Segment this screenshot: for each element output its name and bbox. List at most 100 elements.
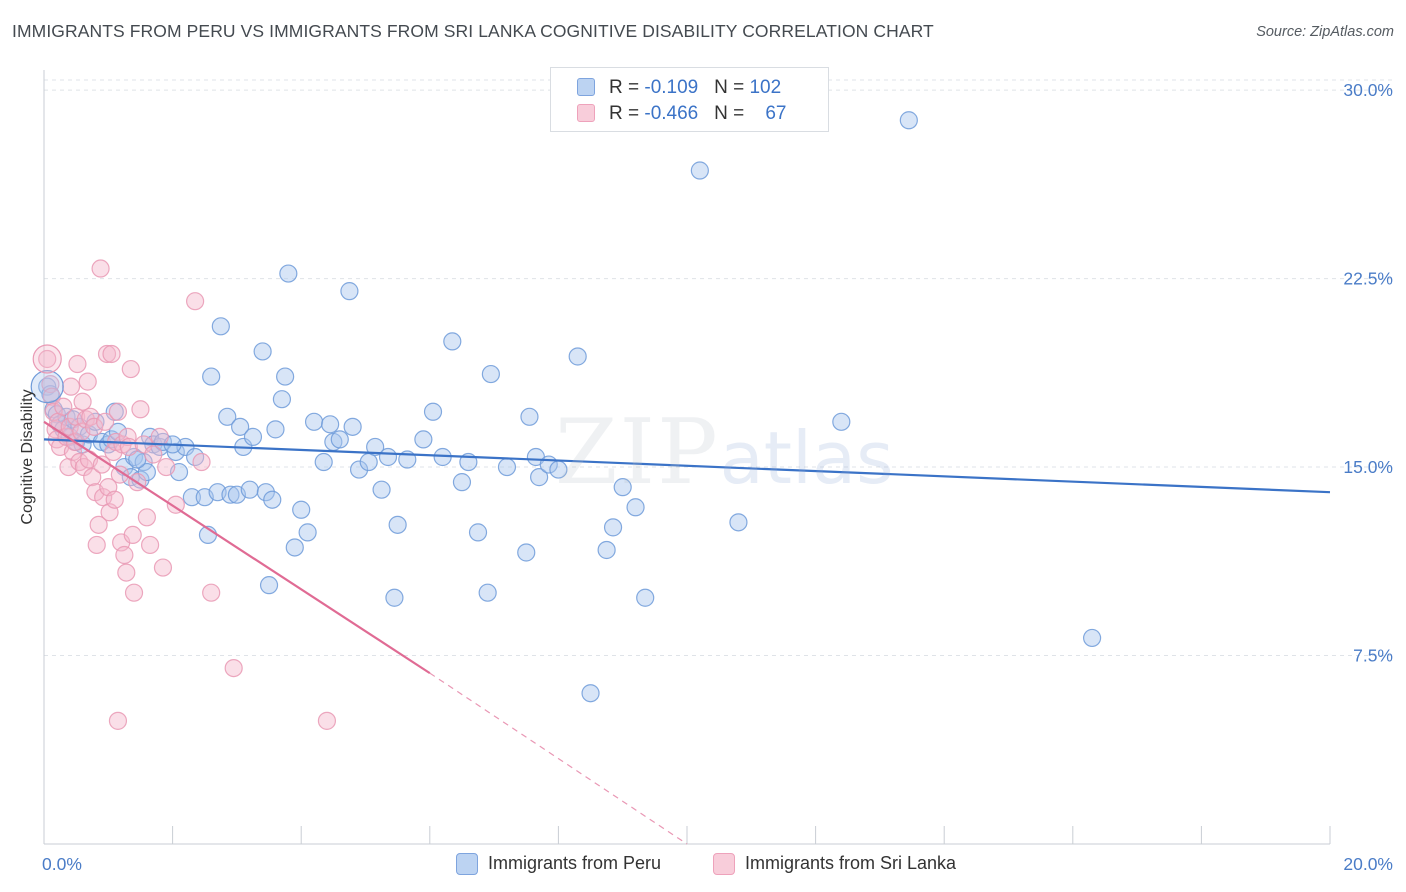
peru-point xyxy=(243,427,263,446)
srilanka-point xyxy=(68,354,87,374)
srilanka-point xyxy=(83,468,102,487)
peru-point xyxy=(603,518,623,537)
watermark: ZIPatlas xyxy=(555,400,894,505)
srilanka-point xyxy=(115,545,134,565)
peru-point xyxy=(202,367,221,386)
peru-point xyxy=(218,407,237,426)
peru-point xyxy=(443,332,462,351)
peru-point xyxy=(330,430,349,449)
grid-layer xyxy=(44,79,1392,657)
peru-point xyxy=(414,430,433,449)
points-layer xyxy=(30,111,1102,730)
peru-point xyxy=(359,452,378,472)
peru-point xyxy=(259,576,279,595)
peru-point xyxy=(124,447,144,467)
peru-point xyxy=(285,538,304,557)
watermark-atlas: atlas xyxy=(719,416,894,500)
peru-point xyxy=(304,412,324,431)
peru-point xyxy=(263,490,282,509)
peru-point xyxy=(478,583,497,602)
peru-point xyxy=(231,417,250,436)
peru-point xyxy=(266,420,285,439)
peru-point xyxy=(221,485,240,504)
peru-point xyxy=(899,111,918,130)
x-tick-label: 20.0% xyxy=(1343,854,1393,874)
peru-point xyxy=(613,478,632,497)
chart-title: IMMIGRANTS FROM PERU VS IMMIGRANTS FROM … xyxy=(12,21,934,41)
y-tick-label: 15.0% xyxy=(1343,457,1393,477)
srilanka-point xyxy=(140,535,160,555)
srilanka-point xyxy=(186,292,205,311)
bottom-legend-peru-label: Immigrants from Peru xyxy=(488,853,662,873)
ticks-layer: 7.5% 15.0% 22.5% 30.0% 0.0% 20.0% xyxy=(42,80,1393,874)
srilanka-point xyxy=(224,658,243,678)
legend-text-peru: R = -0.109 N = 102 xyxy=(609,77,782,98)
y-tick-label: 7.5% xyxy=(1353,646,1393,666)
peru-point xyxy=(372,480,391,499)
y-tick-label: 22.5% xyxy=(1343,269,1393,289)
srilanka-point xyxy=(157,457,176,477)
y-axis-label: Cognitive Disability xyxy=(19,389,36,525)
srilanka-point xyxy=(123,525,142,545)
srilanka-point xyxy=(110,465,129,484)
peru-point xyxy=(423,402,443,421)
peru-point xyxy=(349,460,369,479)
peru-point xyxy=(30,370,64,404)
peru-point xyxy=(517,543,536,562)
peru-point xyxy=(636,588,655,607)
trend-layer xyxy=(43,420,1331,845)
peru-point xyxy=(452,473,472,492)
peru-point xyxy=(276,367,295,386)
source-label: Source: ZipAtlas.com xyxy=(1256,24,1394,40)
srilanka-point xyxy=(108,402,128,421)
srilanka-point xyxy=(317,711,337,730)
srilanka-point xyxy=(192,452,211,472)
peru-point xyxy=(292,500,311,519)
x-tick-label: 0.0% xyxy=(42,854,82,874)
srilanka-point xyxy=(73,392,92,411)
srilanka-point xyxy=(121,359,140,379)
srilanka-point xyxy=(78,372,97,391)
srilanka-point xyxy=(137,508,156,527)
peru-point xyxy=(272,390,292,409)
legend-text-srilanka: R = -0.466 N = 67 xyxy=(609,103,787,124)
peru-point xyxy=(211,317,230,336)
peru-point xyxy=(321,415,340,434)
peru-swatch-icon xyxy=(577,78,595,96)
peru-point xyxy=(279,264,298,283)
peru-point xyxy=(520,407,539,426)
srilanka-point xyxy=(124,583,144,602)
peru-point xyxy=(366,437,385,457)
srilanka-point xyxy=(44,402,63,421)
srilanka-point xyxy=(166,495,185,514)
srilanka-point xyxy=(61,377,81,396)
peru-legend-swatch-icon xyxy=(456,853,478,875)
peru-point xyxy=(1082,628,1102,648)
srilanka-swatch-icon xyxy=(577,104,595,122)
peru-point xyxy=(253,342,272,361)
srilanka-point xyxy=(119,437,138,457)
y-tick-label: 30.0% xyxy=(1343,80,1393,100)
bottom-legend-srilanka-label: Immigrants from Sri Lanka xyxy=(745,853,957,873)
srilanka-point xyxy=(105,490,124,509)
srilanka-point xyxy=(150,427,169,446)
peru-point xyxy=(182,488,201,507)
peru-trend-line xyxy=(43,438,1331,494)
peru-point xyxy=(690,161,709,180)
srilanka-point xyxy=(202,583,221,602)
peru-point xyxy=(388,515,407,534)
peru-point xyxy=(497,457,517,477)
srilanka-point xyxy=(87,535,106,555)
srilanka-point xyxy=(153,558,173,577)
srilanka-point xyxy=(102,344,121,364)
srilanka-point xyxy=(117,563,136,582)
srilanka-point xyxy=(131,400,150,419)
watermark-zip: ZIP xyxy=(555,400,720,505)
peru-point xyxy=(343,417,362,436)
peru-point xyxy=(256,483,275,502)
srilanka-legend-swatch-icon xyxy=(713,853,735,875)
peru-point xyxy=(314,452,333,472)
peru-point xyxy=(385,588,404,607)
srilanka-point xyxy=(85,417,104,436)
